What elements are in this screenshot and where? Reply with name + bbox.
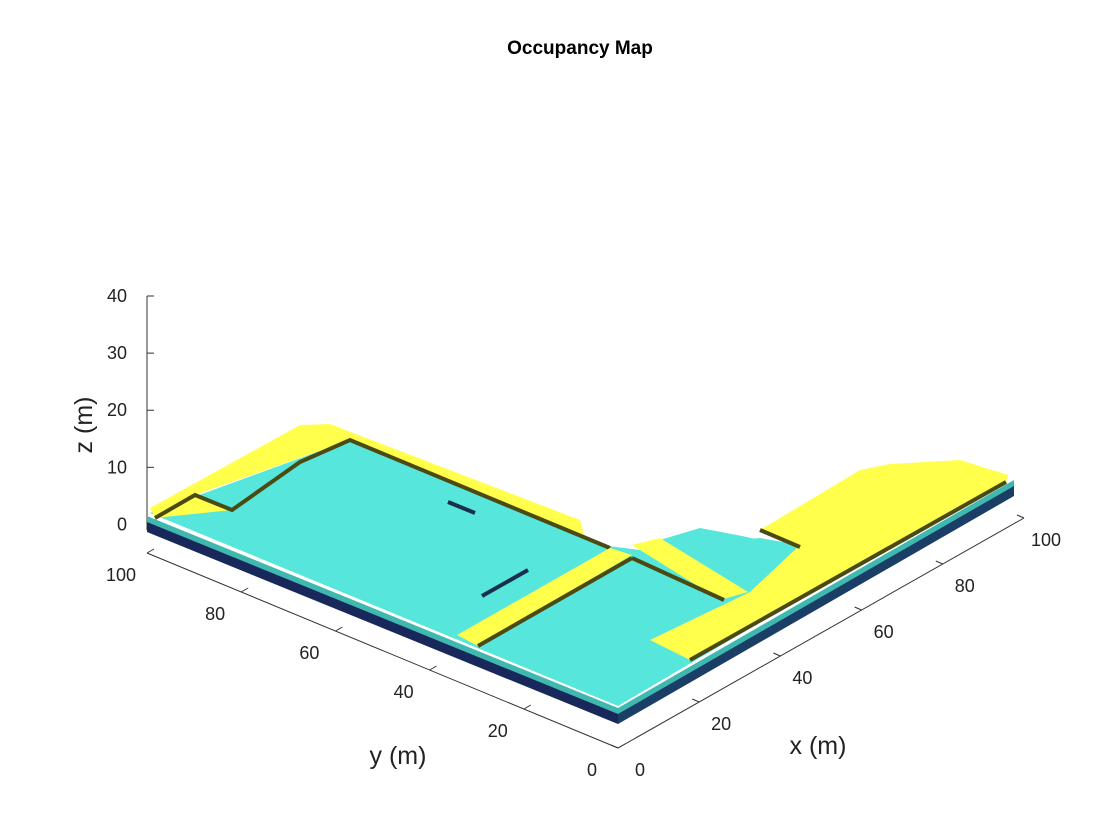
obstacle-bar-2 [481,568,529,598]
y-tick-label: 20 [488,721,508,741]
x-tick-mark [935,560,943,565]
base-slab-left [147,520,618,724]
wall-partition-diagonal [457,548,632,646]
x-tick-mark [692,698,700,703]
wall-right-wing-shade [689,480,1007,662]
y-tick-label: 40 [394,682,414,702]
wall-right-wing-inner-shade [759,528,801,549]
x-axis: 0 20 40 60 80 100 x (m) [610,514,1061,780]
x-axis-label: x (m) [790,732,847,760]
z-tick-label: 40 [107,286,127,306]
wall-back-left-shade [154,437,611,550]
x-tick-mark [854,606,862,611]
y-tick-mark [240,587,249,593]
wall-partition-diagonal-shade [477,556,633,648]
z-axis-label: z (m) [70,397,98,454]
z-tick-label: 0 [117,514,127,534]
wall-back-left [150,424,584,535]
z-tick-label: 10 [107,457,127,477]
y-axis-label: y (m) [370,742,427,770]
x-tick-label: 100 [1031,530,1061,550]
y-tick-mark [146,548,155,554]
y-tick-mark [523,704,532,710]
z-tick-label: 20 [107,400,127,420]
z-axis: 0 10 20 30 40 z (m) [70,286,154,534]
x-tick-label: 20 [711,714,731,734]
teal-edge-left [147,516,618,714]
x-tick-label: 80 [955,576,975,596]
base-slab-right [618,484,1014,724]
occupancy-voxels [147,424,1014,724]
wall-partition-cross-shade [631,556,725,602]
y-tick-label: 60 [299,643,319,663]
chart-title: Occupancy Map [507,38,653,59]
teal-edge-right [618,480,1014,714]
wall-right-wing [650,460,1008,660]
x-tick-label: 60 [874,622,894,642]
x-tick-label: 40 [792,668,812,688]
x-tick-mark [1016,514,1025,519]
y-tick-mark [335,626,343,632]
x-tick-mark [610,744,619,749]
obstacle-bar-1 [447,500,476,515]
y-axis: 0 20 40 60 80 100 y (m) [106,548,626,780]
y-tick-mark [429,665,437,671]
z-tick-label: 30 [107,343,127,363]
x-tick-mark [773,652,781,657]
y-tick-label: 100 [106,565,136,585]
y-tick-label: 80 [205,604,225,624]
x-tick-label: 0 [635,760,645,780]
y-tick-label: 0 [587,760,597,780]
wall-partition-cross [632,538,748,600]
floor-notch [660,528,800,580]
